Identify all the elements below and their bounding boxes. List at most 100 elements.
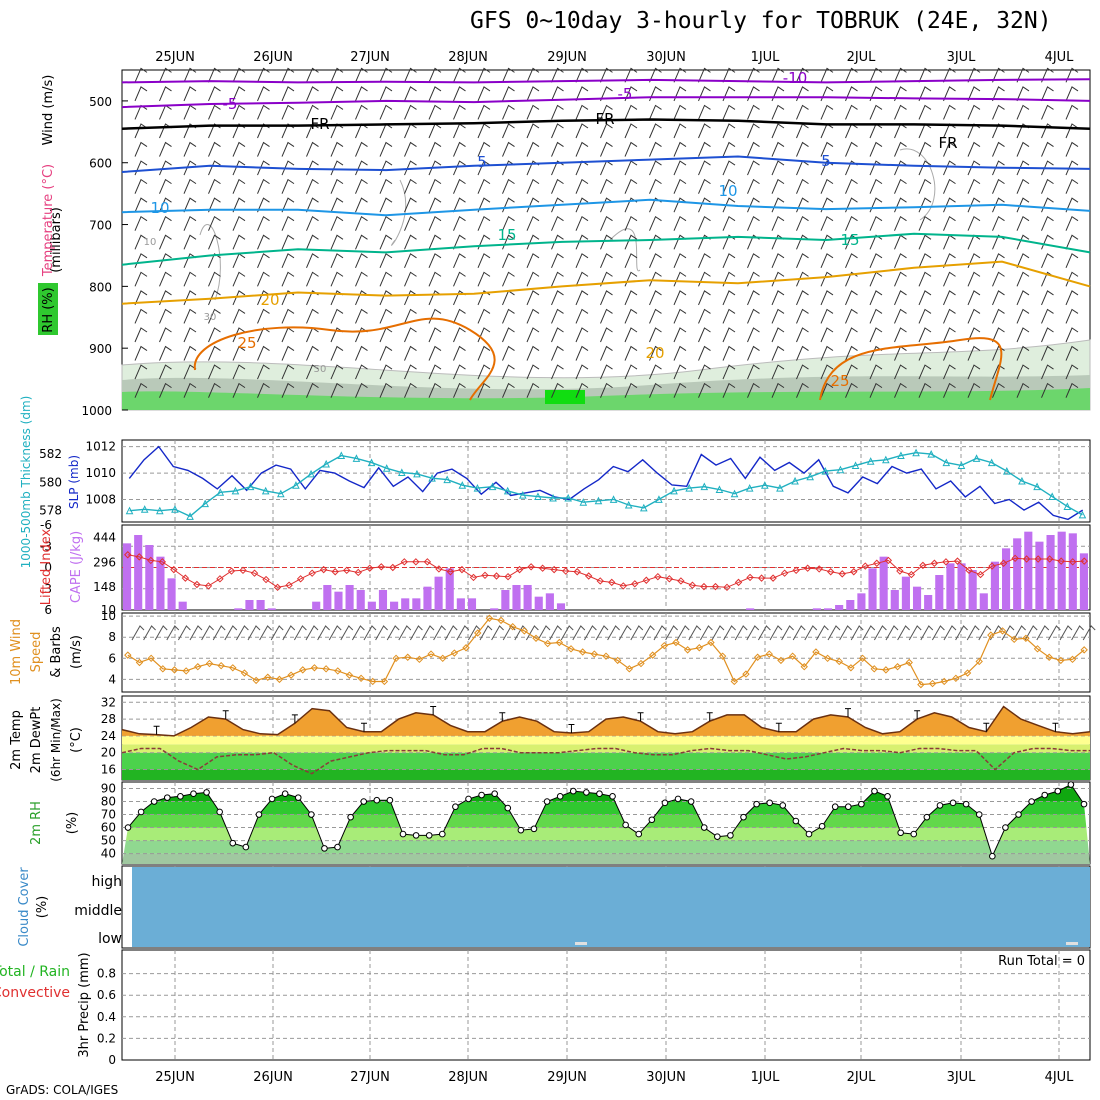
rh-marker <box>923 813 931 821</box>
wind-barb <box>771 67 785 83</box>
temperature-axis-label: Temperature (°C) <box>41 164 56 277</box>
wind-barb <box>796 253 809 269</box>
date-label-bottom: 3JUL <box>947 1070 977 1085</box>
wind-barb <box>796 197 809 213</box>
wind-barb <box>845 382 858 398</box>
wind-barb <box>526 234 540 250</box>
wind-marker <box>660 641 669 650</box>
wind-barb <box>477 67 491 83</box>
wind-barb <box>820 327 834 343</box>
wind-barb <box>820 197 834 213</box>
wind-barb <box>722 271 736 287</box>
wind-barb <box>624 178 638 194</box>
li-marker <box>896 567 904 575</box>
wind-barb <box>355 290 368 306</box>
wind-barb <box>820 141 834 157</box>
date-label-top: 26JUN <box>253 50 293 65</box>
wind-barb <box>201 625 214 641</box>
wind-barb <box>526 123 540 139</box>
wind-barb <box>673 345 687 361</box>
wind-barb <box>688 625 702 641</box>
wind-barb <box>624 123 638 139</box>
thickness-marker <box>1003 466 1011 475</box>
wind-barb <box>355 123 368 139</box>
wind-barb <box>943 625 957 641</box>
temperature-contour-FR <box>121 118 1091 130</box>
wind-barb <box>235 625 249 641</box>
wind-barb <box>894 123 907 139</box>
wind-barb <box>330 253 344 269</box>
rh-tick-label: 40 <box>101 847 116 861</box>
wind-barb <box>747 364 760 380</box>
rh-marker <box>805 830 813 838</box>
rh-marker <box>949 799 957 807</box>
wind-barb <box>502 160 515 176</box>
wind-barb <box>232 271 246 287</box>
contour-label: 50 <box>314 364 327 375</box>
wind-barb <box>796 67 809 83</box>
wind-barb <box>869 327 883 343</box>
wind-barb <box>673 253 687 269</box>
li-tick-label: -3 <box>40 539 52 553</box>
wind-barb <box>624 327 638 343</box>
wind-barb <box>820 67 834 83</box>
wind-barb <box>134 382 148 398</box>
wind-barb <box>257 234 270 250</box>
wind-barb <box>869 308 883 324</box>
wind-barb <box>869 141 883 157</box>
wind-barb <box>355 160 368 176</box>
contour-label: FR <box>595 110 614 128</box>
wind-marker <box>1033 645 1042 653</box>
wind-barb <box>453 234 466 250</box>
wind-barb <box>232 104 246 120</box>
rh-tick-label: 50 <box>101 834 116 848</box>
temp-minmax-whisker <box>637 712 644 722</box>
wind-barb <box>526 364 540 380</box>
wind-barb <box>862 625 876 641</box>
wind-barb <box>257 104 270 120</box>
rh-marker <box>1080 800 1088 808</box>
wind-barb <box>943 364 956 380</box>
wind-barb <box>526 215 540 231</box>
wind-barb <box>641 625 655 641</box>
wind-barb <box>722 345 736 361</box>
wind-barb <box>967 141 981 157</box>
wind-barb <box>134 290 148 306</box>
wind-barb <box>208 215 221 231</box>
cape-bar <box>857 593 866 610</box>
li-tick-label: 0 <box>44 561 52 575</box>
wind-barb <box>771 290 785 306</box>
wind-marker <box>882 666 890 674</box>
wind-barb <box>281 67 295 83</box>
wind-barb <box>992 382 1005 398</box>
wind-barb <box>918 178 932 194</box>
wind-barb <box>453 271 466 287</box>
cape-bar <box>367 601 376 610</box>
wind-barb <box>328 625 342 641</box>
contour-label: 15 <box>497 226 516 244</box>
wind-barb <box>1016 308 1030 324</box>
wind-barb <box>575 327 589 343</box>
cape-bar <box>467 598 477 610</box>
wind10m-axis-label-2: Speed <box>29 632 44 673</box>
wind-barb <box>820 253 834 269</box>
wind-barb <box>477 141 491 157</box>
cape-bar <box>812 608 821 610</box>
panel-frame-wind10m <box>121 612 1091 693</box>
wind-barb <box>208 290 221 306</box>
wind-barb <box>845 345 858 361</box>
wind-barb <box>134 178 148 194</box>
cape-bar <box>823 608 833 610</box>
wind-marker <box>765 650 773 658</box>
li-marker <box>515 565 524 574</box>
wind-barb <box>943 141 956 157</box>
wind-marker <box>252 676 260 685</box>
wind-barb <box>820 271 834 287</box>
wind-barb <box>992 104 1005 120</box>
wind-barb <box>920 625 934 641</box>
wind-barb <box>1041 67 1054 83</box>
wind-barb <box>992 308 1005 324</box>
wind-barb <box>551 160 564 176</box>
wind-barb <box>1041 234 1054 250</box>
wind-barb <box>134 86 148 102</box>
